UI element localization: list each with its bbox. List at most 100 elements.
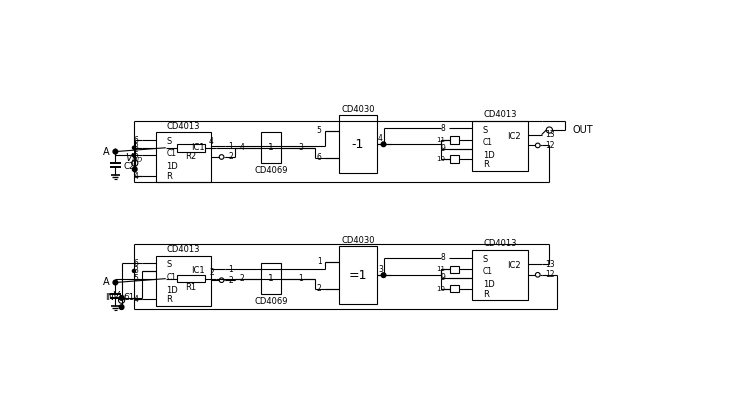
Text: $V_{DD}$: $V_{DD}$ [112, 289, 131, 303]
Text: S: S [483, 125, 488, 135]
Circle shape [113, 280, 118, 285]
Bar [450, 136, 459, 144]
Bar [338, 116, 377, 173]
Text: IC2: IC2 [507, 261, 520, 270]
Text: 9: 9 [441, 274, 446, 282]
Text: C1: C1 [167, 149, 177, 158]
Text: 2: 2 [228, 276, 234, 285]
Text: C1: C1 [123, 293, 134, 303]
Circle shape [133, 270, 136, 272]
Text: 10: 10 [436, 286, 446, 292]
Text: 13: 13 [545, 130, 554, 139]
Text: 5: 5 [133, 274, 139, 283]
Text: CD4013: CD4013 [483, 239, 517, 249]
Text: 2: 2 [240, 274, 244, 283]
Text: 4: 4 [133, 172, 139, 181]
Text: C1: C1 [483, 267, 493, 276]
Text: 1: 1 [228, 265, 234, 274]
Text: 4: 4 [133, 295, 139, 304]
Text: 1: 1 [298, 274, 303, 283]
Text: 2: 2 [228, 152, 234, 162]
Text: 3: 3 [133, 143, 139, 152]
Bar [338, 246, 377, 304]
Text: 3: 3 [378, 264, 383, 274]
Text: A: A [102, 146, 109, 156]
Text: 11: 11 [436, 137, 446, 143]
Text: 1D: 1D [483, 280, 495, 289]
Text: 1: 1 [268, 143, 274, 152]
Text: CD4069: CD4069 [254, 166, 288, 175]
Text: S: S [167, 137, 172, 146]
Text: 10: 10 [436, 156, 446, 162]
Text: CD4013: CD4013 [167, 121, 200, 131]
Text: 12: 12 [545, 141, 554, 150]
Text: CD4013: CD4013 [483, 110, 517, 119]
Circle shape [133, 154, 136, 157]
Text: 4: 4 [378, 134, 383, 143]
Text: A: A [102, 278, 109, 287]
Circle shape [113, 149, 118, 154]
Text: OUT: OUT [573, 125, 593, 135]
Text: $V_{DD}$: $V_{DD}$ [125, 151, 144, 165]
Text: 1D: 1D [167, 162, 178, 172]
Text: 1D: 1D [167, 286, 178, 295]
Text: CD4069: CD4069 [254, 297, 288, 306]
Text: IC1: IC1 [191, 143, 204, 152]
Text: C1: C1 [483, 138, 493, 147]
Text: 12: 12 [545, 270, 554, 279]
Text: 8: 8 [441, 253, 446, 262]
Circle shape [133, 167, 137, 172]
Circle shape [381, 273, 386, 278]
Text: S: S [167, 260, 172, 269]
Text: 1D: 1D [483, 151, 495, 160]
Text: R: R [483, 160, 489, 169]
Text: S: S [483, 255, 488, 264]
Bar [472, 250, 528, 300]
Text: 4: 4 [209, 137, 214, 146]
Circle shape [133, 146, 136, 149]
Text: 5: 5 [133, 151, 139, 160]
Text: R: R [167, 172, 172, 181]
Bar [261, 132, 282, 163]
Bar [472, 121, 528, 171]
Text: 6: 6 [317, 153, 321, 162]
Text: 1: 1 [317, 257, 321, 266]
Bar [261, 263, 282, 294]
Text: IC1: IC1 [191, 266, 204, 276]
Bar [156, 256, 212, 306]
Text: CD4013: CD4013 [167, 245, 200, 254]
Bar [450, 266, 459, 273]
Text: CD4030: CD4030 [341, 105, 374, 114]
Circle shape [381, 142, 386, 146]
Circle shape [119, 305, 124, 309]
Text: 9: 9 [441, 144, 446, 153]
Text: 13: 13 [545, 260, 554, 268]
Text: 2: 2 [317, 284, 321, 293]
Text: 3: 3 [298, 143, 303, 152]
Text: 3: 3 [133, 266, 139, 276]
Text: 11: 11 [436, 266, 446, 272]
Bar [177, 275, 205, 283]
Text: 1: 1 [268, 274, 274, 283]
Text: IN: IN [105, 293, 113, 303]
Text: 1: 1 [228, 142, 234, 151]
Text: R2: R2 [186, 152, 197, 162]
Text: R1: R1 [186, 283, 197, 292]
Text: 2: 2 [209, 268, 214, 277]
Text: CD4030: CD4030 [341, 236, 374, 245]
Text: =1: =1 [349, 269, 367, 282]
Text: 6: 6 [133, 135, 139, 145]
Bar [156, 132, 212, 182]
Text: -1: -1 [352, 138, 364, 151]
Bar [450, 156, 459, 163]
Text: IC2: IC2 [507, 132, 520, 141]
Circle shape [119, 296, 124, 300]
Text: 6: 6 [133, 259, 139, 268]
Bar [177, 144, 205, 152]
Text: C1: C1 [167, 273, 177, 281]
Bar [450, 285, 459, 293]
Text: 4: 4 [239, 143, 244, 152]
Text: 8: 8 [441, 124, 446, 133]
Text: C2: C2 [123, 162, 134, 172]
Text: R: R [167, 295, 172, 304]
